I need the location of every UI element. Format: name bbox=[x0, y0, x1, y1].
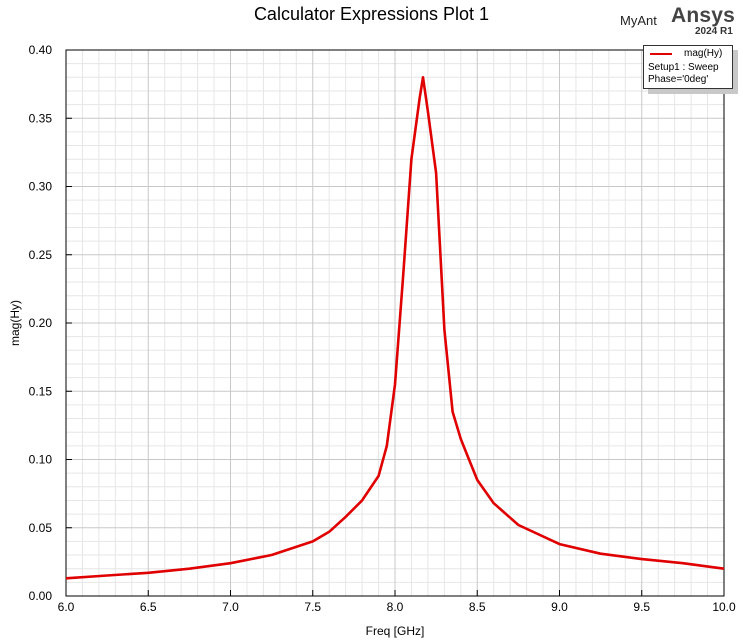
release-label: 2024 R1 bbox=[695, 26, 733, 37]
y-tick-label: 0.35 bbox=[29, 111, 53, 125]
legend-entry: mag(Hy) bbox=[648, 48, 732, 60]
x-tick-label: 6.0 bbox=[58, 600, 75, 614]
x-tick-label: 9.5 bbox=[633, 600, 650, 614]
legend-series-name: mag(Hy) bbox=[684, 48, 723, 59]
x-tick-label: 8.5 bbox=[469, 600, 486, 614]
y-tick-label: 0.00 bbox=[29, 589, 53, 603]
legend-setup: Setup1 : Sweep bbox=[648, 62, 719, 73]
y-tick-label: 0.15 bbox=[29, 384, 53, 398]
y-tick-label: 0.20 bbox=[29, 316, 53, 330]
y-axis-ticks: 0.00 0.05 0.10 0.15 0.20 0.25 0.30 0.35 0.40 bbox=[29, 43, 72, 603]
x-axis-ticks: 6.0 6.5 7.0 7.5 8.0 8.5 9.0 9.5 10.0 bbox=[58, 590, 736, 614]
y-tick-label: 0.25 bbox=[29, 248, 53, 262]
x-tick-label: 10.0 bbox=[712, 600, 736, 614]
x-tick-label: 7.5 bbox=[304, 600, 321, 614]
legend-phase: Phase='0deg' bbox=[648, 74, 709, 85]
brand-logo: Ansys bbox=[671, 4, 736, 27]
y-tick-label: 0.40 bbox=[29, 43, 53, 57]
series-line-mag(Hy)[interactable] bbox=[65, 76, 725, 580]
x-tick-label: 6.5 bbox=[140, 600, 157, 614]
design-name: MyAnt bbox=[620, 13, 657, 28]
x-tick-label: 8.0 bbox=[387, 600, 404, 614]
y-tick-label: 0.10 bbox=[29, 453, 53, 467]
chart-title: Calculator Expressions Plot 1 bbox=[253, 4, 490, 24]
legend-swatch bbox=[650, 53, 672, 55]
x-tick-label: 7.0 bbox=[222, 600, 239, 614]
series-layer bbox=[65, 76, 725, 580]
legend[interactable]: mag(Hy) Setup1 : Sweep Phase='0deg' bbox=[643, 45, 733, 89]
x-tick-label: 9.0 bbox=[551, 600, 568, 614]
y-tick-label: 0.30 bbox=[29, 180, 53, 194]
x-axis-label: Freq [GHz] bbox=[366, 624, 425, 638]
y-axis-label: mag(Hy) bbox=[8, 300, 22, 346]
y-tick-label: 0.05 bbox=[29, 521, 53, 535]
